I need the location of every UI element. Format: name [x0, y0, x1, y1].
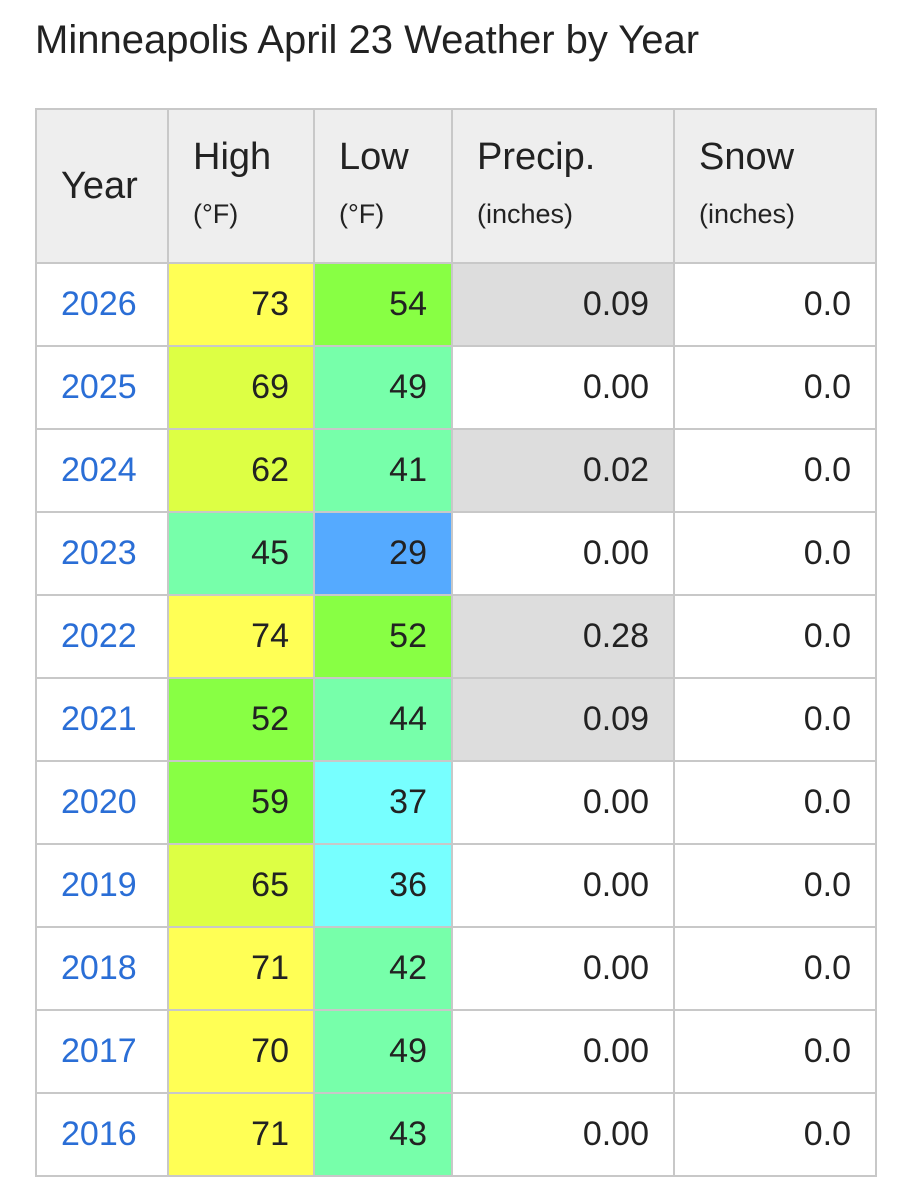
year-cell: 2022 [35, 594, 169, 679]
precip-cell: 0.00 [451, 760, 675, 845]
low-cell: 41 [313, 428, 453, 513]
low-cell: 29 [313, 511, 453, 596]
high-cell: 62 [167, 428, 315, 513]
precip-cell: 0.28 [451, 594, 675, 679]
precip-cell: 0.00 [451, 345, 675, 430]
header-snow: Snow (inches) [673, 108, 877, 264]
low-cell: 49 [313, 345, 453, 430]
table-row: 2016 71 43 0.00 0.0 [35, 1092, 877, 1177]
precip-cell: 0.00 [451, 1092, 675, 1177]
snow-cell: 0.0 [673, 677, 877, 762]
year-link[interactable]: 2026 [61, 285, 137, 323]
high-cell: 52 [167, 677, 315, 762]
year-link[interactable]: 2018 [61, 949, 137, 987]
header-high: High (°F) [167, 108, 315, 264]
table-row: 2018 71 42 0.00 0.0 [35, 926, 877, 1011]
high-cell: 65 [167, 843, 315, 928]
low-cell: 37 [313, 760, 453, 845]
header-year: Year [35, 108, 169, 264]
year-link[interactable]: 2024 [61, 451, 137, 489]
year-link[interactable]: 2019 [61, 866, 137, 904]
year-cell: 2024 [35, 428, 169, 513]
low-cell: 54 [313, 262, 453, 347]
precip-cell: 0.00 [451, 511, 675, 596]
header-low: Low (°F) [313, 108, 453, 264]
table-row: 2019 65 36 0.00 0.0 [35, 843, 877, 928]
header-row: Year High (°F) Low (°F) Precip. (inches)… [35, 108, 877, 264]
header-low-unit: (°F) [339, 199, 385, 229]
precip-cell: 0.00 [451, 1009, 675, 1094]
low-cell: 52 [313, 594, 453, 679]
high-cell: 45 [167, 511, 315, 596]
year-cell: 2023 [35, 511, 169, 596]
header-high-label: High [193, 136, 272, 178]
snow-cell: 0.0 [673, 843, 877, 928]
snow-cell: 0.0 [673, 1009, 877, 1094]
precip-cell: 0.02 [451, 428, 675, 513]
table-row: 2017 70 49 0.00 0.0 [35, 1009, 877, 1094]
year-link[interactable]: 2025 [61, 368, 137, 406]
year-link[interactable]: 2023 [61, 534, 137, 572]
snow-cell: 0.0 [673, 760, 877, 845]
year-cell: 2025 [35, 345, 169, 430]
year-link[interactable]: 2017 [61, 1032, 137, 1070]
snow-cell: 0.0 [673, 428, 877, 513]
high-cell: 69 [167, 345, 315, 430]
snow-cell: 0.0 [673, 1092, 877, 1177]
header-precip-label: Precip. [477, 136, 596, 178]
snow-cell: 0.0 [673, 262, 877, 347]
low-cell: 36 [313, 843, 453, 928]
header-low-label: Low [339, 136, 409, 178]
precip-cell: 0.00 [451, 843, 675, 928]
high-cell: 59 [167, 760, 315, 845]
year-cell: 2016 [35, 1092, 169, 1177]
year-link[interactable]: 2021 [61, 700, 137, 738]
snow-cell: 0.0 [673, 345, 877, 430]
header-snow-unit: (inches) [699, 199, 796, 229]
table-row: 2022 74 52 0.28 0.0 [35, 594, 877, 679]
table-row: 2026 73 54 0.09 0.0 [35, 262, 877, 347]
low-cell: 49 [313, 1009, 453, 1094]
precip-cell: 0.00 [451, 926, 675, 1011]
table-row: 2021 52 44 0.09 0.0 [35, 677, 877, 762]
snow-cell: 0.0 [673, 594, 877, 679]
table-row: 2023 45 29 0.00 0.0 [35, 511, 877, 596]
table-row: 2020 59 37 0.00 0.0 [35, 760, 877, 845]
year-cell: 2021 [35, 677, 169, 762]
header-high-unit: (°F) [193, 199, 239, 229]
year-cell: 2020 [35, 760, 169, 845]
precip-cell: 0.09 [451, 677, 675, 762]
high-cell: 74 [167, 594, 315, 679]
low-cell: 44 [313, 677, 453, 762]
header-precip: Precip. (inches) [451, 108, 675, 264]
high-cell: 71 [167, 926, 315, 1011]
year-link[interactable]: 2022 [61, 617, 137, 655]
low-cell: 42 [313, 926, 453, 1011]
weather-table: Year High (°F) Low (°F) Precip. (inches)… [35, 108, 877, 1177]
year-cell: 2019 [35, 843, 169, 928]
precip-cell: 0.09 [451, 262, 675, 347]
table-row: 2024 62 41 0.02 0.0 [35, 428, 877, 513]
high-cell: 71 [167, 1092, 315, 1177]
page-title: Minneapolis April 23 Weather by Year [35, 18, 700, 62]
table-row: 2025 69 49 0.00 0.0 [35, 345, 877, 430]
high-cell: 73 [167, 262, 315, 347]
year-cell: 2018 [35, 926, 169, 1011]
year-link[interactable]: 2016 [61, 1115, 137, 1153]
low-cell: 43 [313, 1092, 453, 1177]
snow-cell: 0.0 [673, 926, 877, 1011]
year-link[interactable]: 2020 [61, 783, 137, 821]
header-snow-label: Snow [699, 136, 795, 178]
year-cell: 2026 [35, 262, 169, 347]
high-cell: 70 [167, 1009, 315, 1094]
header-precip-unit: (inches) [477, 199, 574, 229]
snow-cell: 0.0 [673, 511, 877, 596]
year-cell: 2017 [35, 1009, 169, 1094]
